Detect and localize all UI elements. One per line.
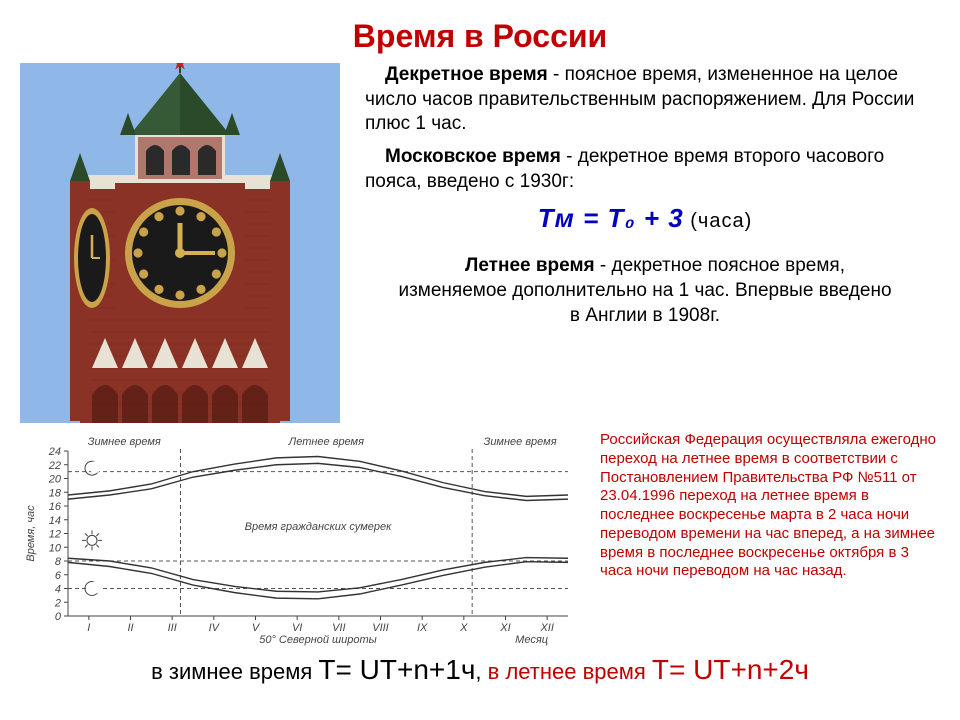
svg-text:XI: XI [499, 622, 510, 634]
para-moscow-time: Московское время - декретное время второ… [365, 145, 925, 194]
text-column: Декретное время - поясное время, изменен… [340, 63, 940, 423]
bottom-formulas: в зимнее время T= UT+n+1ч, в летнее врем… [0, 646, 960, 694]
svg-text:XII: XII [539, 622, 553, 634]
svg-text:2: 2 [54, 597, 61, 609]
svg-text:IX: IX [417, 622, 428, 634]
svg-text:10: 10 [49, 542, 62, 554]
svg-text:6: 6 [55, 570, 62, 582]
svg-text:VII: VII [332, 622, 345, 634]
russia-note: Российская Федерация осуществляла ежегод… [580, 431, 940, 581]
svg-text:8: 8 [55, 556, 62, 568]
svg-text:Зимнее время: Зимнее время [88, 436, 161, 448]
svg-text:IV: IV [209, 622, 221, 634]
svg-text:50° Северной широты: 50° Северной широты [259, 634, 377, 646]
summer-label: в летнее время [488, 659, 652, 684]
page-title: Время в России [0, 0, 960, 63]
svg-text:Время гражданских сумерек: Время гражданских сумерек [245, 521, 393, 533]
svg-text:18: 18 [49, 487, 62, 499]
svg-text:II: II [127, 622, 133, 634]
svg-text:Летнее время: Летнее время [288, 436, 364, 448]
label-decree: Декретное время [385, 64, 548, 85]
para-decree-time: Декретное время - поясное время, изменен… [365, 63, 925, 137]
svg-text:X: X [459, 622, 468, 634]
top-row: Декретное время - поясное время, изменен… [0, 63, 960, 423]
formula-main: Tм = T₀ + 3 [538, 203, 684, 233]
label-summer: Летнее время [465, 255, 595, 276]
svg-text:VI: VI [292, 622, 302, 634]
svg-text:I: I [87, 622, 90, 634]
svg-text:V: V [252, 622, 261, 634]
svg-text:14: 14 [49, 515, 61, 527]
svg-text:24: 24 [48, 446, 61, 458]
summer-formula: T= UT+n+2ч [652, 654, 809, 685]
svg-text:VIII: VIII [372, 622, 389, 634]
svg-text:22: 22 [48, 460, 61, 472]
para-summer-time: Летнее время - декретное поясное время, … [365, 254, 925, 328]
svg-text:16: 16 [49, 501, 62, 513]
svg-text:Зимнее время: Зимнее время [484, 436, 557, 448]
mid-row: 024681012141618202224IIIIIIIVVVIVIIVIIII… [0, 423, 960, 646]
formula-suffix: (часа) [684, 210, 753, 232]
twilight-chart: 024681012141618202224IIIIIIIVVVIVIIVIIII… [20, 431, 580, 646]
svg-text:III: III [168, 622, 177, 634]
label-moscow: Московское время [385, 146, 561, 167]
svg-text:Месяц: Месяц [515, 634, 548, 646]
winter-formula: T= UT+n+1ч [318, 654, 475, 685]
svg-text:Время, час: Время, час [25, 505, 37, 562]
kremlin-tower-image [20, 63, 340, 423]
winter-label: в зимнее время [151, 659, 318, 684]
formula-moscow: Tм = T₀ + 3 (часа) [365, 202, 925, 236]
svg-text:0: 0 [55, 611, 62, 623]
svg-text:20: 20 [48, 474, 62, 486]
sep: , [475, 659, 487, 684]
svg-text:12: 12 [49, 529, 61, 541]
svg-text:4: 4 [55, 584, 61, 596]
